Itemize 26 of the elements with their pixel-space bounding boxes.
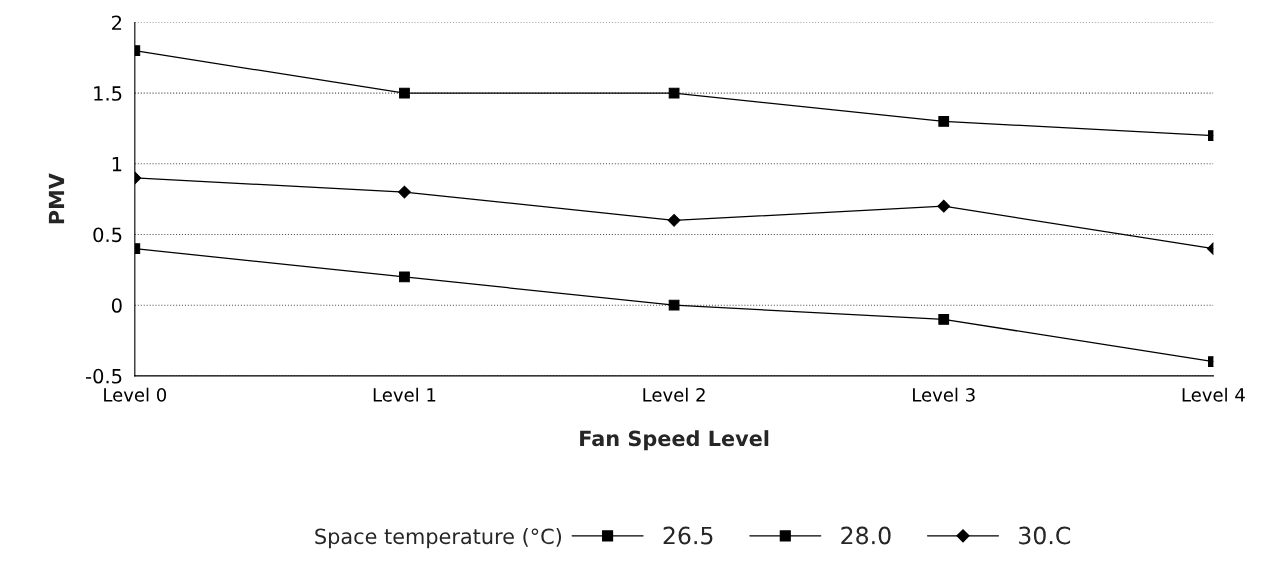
y-tick-label: 1.5 <box>94 86 122 101</box>
y-tick-label: 0 <box>111 298 122 313</box>
point <box>938 116 950 127</box>
y-axis-title: PMV <box>48 173 65 224</box>
legend-label: 26.5 <box>663 526 713 545</box>
y-tick-label: 1 <box>112 157 122 172</box>
legend-label: 30.C <box>1019 526 1071 545</box>
point <box>399 87 410 99</box>
point <box>399 271 410 283</box>
x-tick-label: Level 3 <box>913 387 975 402</box>
y-tick-label: 0.5 <box>93 227 122 243</box>
legend-label: 28.0 <box>841 526 891 545</box>
point <box>938 313 950 325</box>
y-tick-label: -0.5 <box>86 368 122 384</box>
point <box>398 185 411 199</box>
legend-title: Space temperature (°C) <box>315 528 562 549</box>
point <box>668 87 680 99</box>
point <box>667 213 681 227</box>
x-tick-label: Level 4 <box>1182 387 1245 402</box>
point <box>668 299 680 311</box>
x-tick-label: Level 1 <box>373 387 436 402</box>
y-tick-label: 2 <box>112 15 122 30</box>
point <box>937 199 951 213</box>
x-tick-label: Level 0 <box>104 387 167 402</box>
x-axis-title: Fan Speed Level <box>580 430 769 451</box>
x-tick-label: Level 2 <box>643 387 705 402</box>
